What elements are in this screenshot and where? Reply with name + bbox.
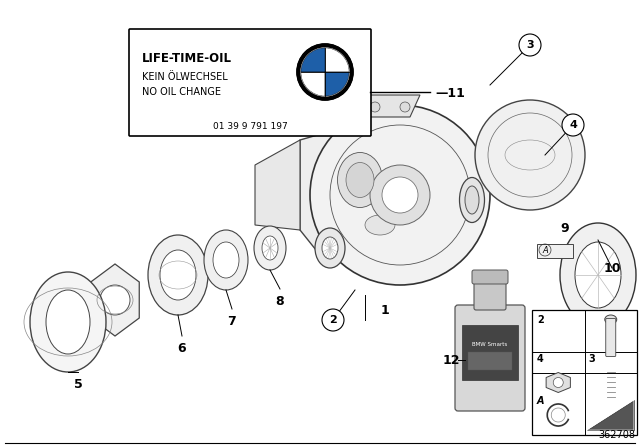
Ellipse shape	[148, 235, 208, 315]
Text: —11: —11	[435, 87, 465, 100]
FancyBboxPatch shape	[455, 305, 525, 411]
Ellipse shape	[605, 315, 617, 324]
Circle shape	[370, 165, 430, 225]
Text: KEIN ÖLWECHSEL: KEIN ÖLWECHSEL	[142, 72, 228, 82]
FancyBboxPatch shape	[129, 29, 371, 136]
Text: NO OIL CHANGE: NO OIL CHANGE	[142, 87, 221, 97]
Text: 7: 7	[228, 315, 236, 328]
Circle shape	[100, 285, 130, 315]
Text: 2: 2	[329, 315, 337, 325]
Ellipse shape	[322, 237, 338, 259]
Text: 8: 8	[276, 295, 284, 308]
Circle shape	[475, 100, 585, 210]
Ellipse shape	[262, 236, 278, 260]
Wedge shape	[325, 48, 349, 72]
Ellipse shape	[337, 152, 383, 207]
Text: 2: 2	[537, 315, 544, 325]
Circle shape	[400, 102, 410, 112]
Text: 3: 3	[589, 354, 595, 365]
Polygon shape	[91, 264, 140, 336]
Ellipse shape	[204, 230, 248, 290]
Polygon shape	[355, 95, 420, 117]
FancyBboxPatch shape	[605, 319, 616, 357]
Polygon shape	[546, 372, 570, 392]
Circle shape	[322, 309, 344, 331]
Text: 01 39 9 791 197: 01 39 9 791 197	[212, 122, 287, 131]
Text: 362708: 362708	[598, 430, 635, 440]
Text: A: A	[542, 246, 548, 254]
Text: BMW Smarts: BMW Smarts	[472, 343, 508, 348]
Ellipse shape	[465, 186, 479, 214]
Ellipse shape	[315, 228, 345, 268]
Wedge shape	[301, 48, 325, 72]
Circle shape	[370, 102, 380, 112]
Text: 1: 1	[381, 304, 389, 317]
Circle shape	[310, 105, 490, 285]
Ellipse shape	[365, 215, 395, 235]
Text: 10: 10	[604, 262, 621, 275]
FancyBboxPatch shape	[468, 352, 512, 370]
Ellipse shape	[30, 272, 106, 372]
Ellipse shape	[46, 290, 90, 354]
Circle shape	[300, 47, 349, 97]
FancyBboxPatch shape	[537, 244, 573, 258]
Text: 9: 9	[561, 222, 570, 235]
Ellipse shape	[575, 242, 621, 308]
Ellipse shape	[254, 226, 286, 270]
Wedge shape	[325, 72, 349, 96]
Circle shape	[297, 44, 353, 100]
Ellipse shape	[213, 242, 239, 278]
Polygon shape	[300, 117, 455, 273]
Ellipse shape	[560, 223, 636, 327]
Polygon shape	[255, 140, 300, 230]
Text: A: A	[537, 396, 545, 406]
FancyBboxPatch shape	[462, 325, 518, 380]
FancyBboxPatch shape	[472, 270, 508, 284]
Text: 5: 5	[74, 378, 83, 391]
Text: 12: 12	[442, 353, 460, 366]
Ellipse shape	[346, 163, 374, 198]
Ellipse shape	[460, 177, 484, 223]
Text: 4: 4	[569, 120, 577, 130]
Text: 4: 4	[537, 354, 544, 365]
Text: 6: 6	[178, 342, 186, 355]
FancyBboxPatch shape	[474, 278, 506, 310]
Wedge shape	[301, 72, 325, 96]
Polygon shape	[587, 400, 634, 430]
Text: LIFE-TIME-OIL: LIFE-TIME-OIL	[142, 52, 232, 65]
Circle shape	[382, 177, 418, 213]
Circle shape	[519, 34, 541, 56]
Circle shape	[562, 114, 584, 136]
Text: 3: 3	[526, 40, 534, 50]
Circle shape	[553, 378, 563, 388]
FancyBboxPatch shape	[532, 310, 637, 435]
Ellipse shape	[160, 250, 196, 300]
